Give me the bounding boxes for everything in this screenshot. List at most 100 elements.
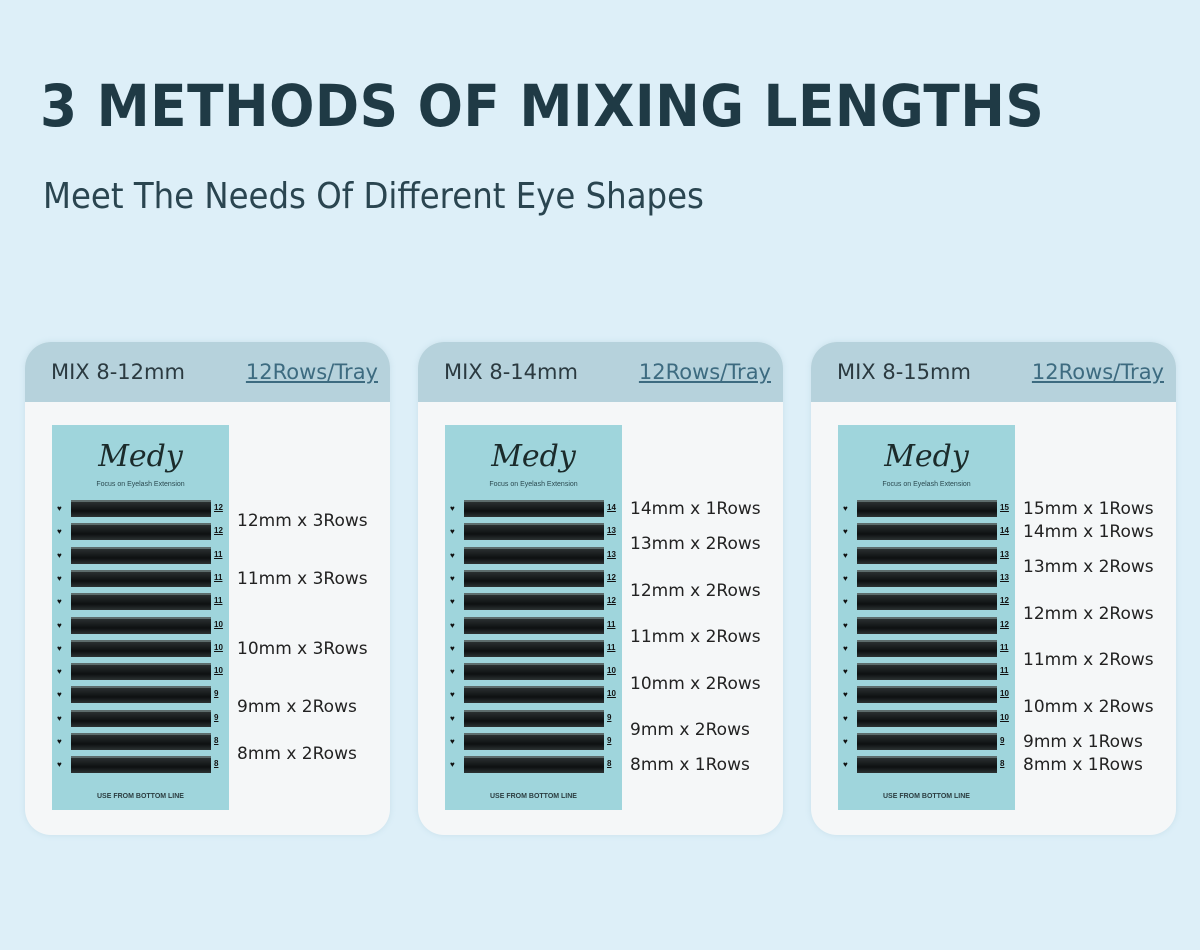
row-length-number: 12 xyxy=(214,526,223,536)
lash-row xyxy=(464,500,604,517)
lash-row xyxy=(464,663,604,681)
length-label: 9mm x 1Rows xyxy=(1023,732,1143,752)
lash-row xyxy=(71,546,211,564)
length-label: 11mm x 3Rows xyxy=(237,568,368,589)
row-length-number: 9 xyxy=(1000,736,1005,745)
page-subtitle: Meet The Needs Of Different Eye Shapes xyxy=(43,176,704,217)
lash-row xyxy=(71,756,211,774)
row-length-number: 13 xyxy=(1000,549,1009,559)
lash-row xyxy=(464,523,604,541)
brand-logo: Medy xyxy=(98,439,183,474)
lash-row xyxy=(857,616,997,634)
lash-row xyxy=(857,500,997,517)
heart-icon: ♥ xyxy=(57,527,62,537)
row-length-number: 15 xyxy=(1000,503,1009,512)
row-length-number: 9 xyxy=(607,736,612,745)
heart-icon: ♥ xyxy=(450,620,455,630)
brand-logo: Medy xyxy=(491,439,576,474)
brand-logo: Medy xyxy=(884,439,969,474)
mix-name: MIX 8-12mm xyxy=(51,360,185,384)
length-label: 11mm x 2Rows xyxy=(1023,650,1154,671)
row-length-number: 12 xyxy=(607,596,616,606)
row-length-number: 10 xyxy=(214,666,223,676)
heart-icon: ♥ xyxy=(450,527,455,537)
length-label: 14mm x 1Rows xyxy=(630,499,761,519)
heart-icon: ♥ xyxy=(843,760,848,770)
heart-icon: ♥ xyxy=(57,713,62,723)
rows-per-tray-link[interactable]: 12Rows/Tray xyxy=(638,360,771,384)
length-label: 13mm x 2Rows xyxy=(630,533,761,554)
product-card: MIX 8-14mm 12Rows/Tray Medy Focus on Eye… xyxy=(418,342,783,835)
lash-row xyxy=(857,709,997,727)
tray-tagline: Focus on Eyelash Extension xyxy=(882,481,971,488)
tray-footer: USE FROM BOTTOM LINE xyxy=(97,793,184,800)
row-length-number: 12 xyxy=(607,572,616,582)
tray-tagline: Focus on Eyelash Extension xyxy=(96,481,185,488)
row-length-number: 10 xyxy=(607,666,616,676)
row-length-number: 10 xyxy=(1000,712,1009,722)
row-length-number: 8 xyxy=(1000,759,1005,769)
row-length-number: 11 xyxy=(214,549,223,559)
lash-row xyxy=(71,733,211,750)
rows-per-tray-link[interactable]: 12Rows/Tray xyxy=(245,360,378,384)
row-length-number: 9 xyxy=(214,689,219,699)
length-label: 12mm x 2Rows xyxy=(1023,603,1154,624)
length-label: 15mm x 1Rows xyxy=(1023,499,1154,519)
heart-icon: ♥ xyxy=(450,504,455,513)
mix-name: MIX 8-15mm xyxy=(837,360,971,384)
lash-row xyxy=(857,593,997,611)
lash-row xyxy=(71,686,211,704)
row-length-number: 11 xyxy=(1000,666,1009,676)
lash-row xyxy=(71,500,211,517)
page-title: 3 METHODS OF MIXING LENGTHS xyxy=(40,72,1045,140)
length-label: 10mm x 2Rows xyxy=(1023,697,1154,718)
row-length-number: 12 xyxy=(214,503,223,512)
row-length-number: 11 xyxy=(214,572,223,582)
length-label: 12mm x 2Rows xyxy=(630,580,761,601)
heart-icon: ♥ xyxy=(843,667,848,677)
heart-icon: ♥ xyxy=(843,504,848,513)
card-header: MIX 8-12mm 12Rows/Tray xyxy=(25,342,390,402)
row-length-number: 13 xyxy=(1000,572,1009,582)
lash-row xyxy=(71,593,211,611)
tray-footer: USE FROM BOTTOM LINE xyxy=(490,793,577,800)
product-card: MIX 8-15mm 12Rows/Tray Medy Focus on Eye… xyxy=(811,342,1176,835)
rows-per-tray-link[interactable]: 12Rows/Tray xyxy=(1031,360,1164,384)
row-length-number: 9 xyxy=(214,712,219,722)
lash-row xyxy=(464,593,604,611)
lash-row xyxy=(71,569,211,587)
length-label: 14mm x 1Rows xyxy=(1023,522,1154,543)
row-length-number: 13 xyxy=(607,549,616,559)
lash-row xyxy=(71,663,211,681)
lash-row xyxy=(464,546,604,564)
heart-icon: ♥ xyxy=(57,550,62,560)
product-card: MIX 8-12mm 12Rows/Tray Medy Focus on Eye… xyxy=(25,342,390,835)
heart-icon: ♥ xyxy=(450,573,455,583)
lash-row xyxy=(464,686,604,704)
length-label: 11mm x 2Rows xyxy=(630,627,761,648)
length-label: 8mm x 1Rows xyxy=(630,755,750,776)
lash-row xyxy=(857,686,997,704)
heart-icon: ♥ xyxy=(843,643,848,653)
lash-row xyxy=(464,709,604,727)
lash-tray: Medy Focus on Eyelash Extension USE FROM… xyxy=(838,425,1015,810)
row-length-number: 13 xyxy=(607,526,616,536)
length-label: 8mm x 1Rows xyxy=(1023,755,1143,776)
row-length-number: 8 xyxy=(214,736,219,745)
heart-icon: ♥ xyxy=(57,690,62,700)
row-length-number: 10 xyxy=(1000,689,1009,699)
row-length-number: 14 xyxy=(1000,526,1009,536)
row-length-number: 11 xyxy=(1000,642,1009,652)
heart-icon: ♥ xyxy=(450,737,455,746)
length-label: 9mm x 2Rows xyxy=(630,720,750,741)
lash-tray: Medy Focus on Eyelash Extension USE FROM… xyxy=(445,425,622,810)
length-label: 13mm x 2Rows xyxy=(1023,557,1154,578)
row-length-number: 11 xyxy=(607,642,616,652)
lash-row xyxy=(857,663,997,681)
lash-row xyxy=(71,709,211,727)
lash-tray: Medy Focus on Eyelash Extension USE FROM… xyxy=(52,425,229,810)
row-length-number: 8 xyxy=(607,759,612,769)
heart-icon: ♥ xyxy=(57,667,62,677)
heart-icon: ♥ xyxy=(843,527,848,537)
mix-name: MIX 8-14mm xyxy=(444,360,578,384)
